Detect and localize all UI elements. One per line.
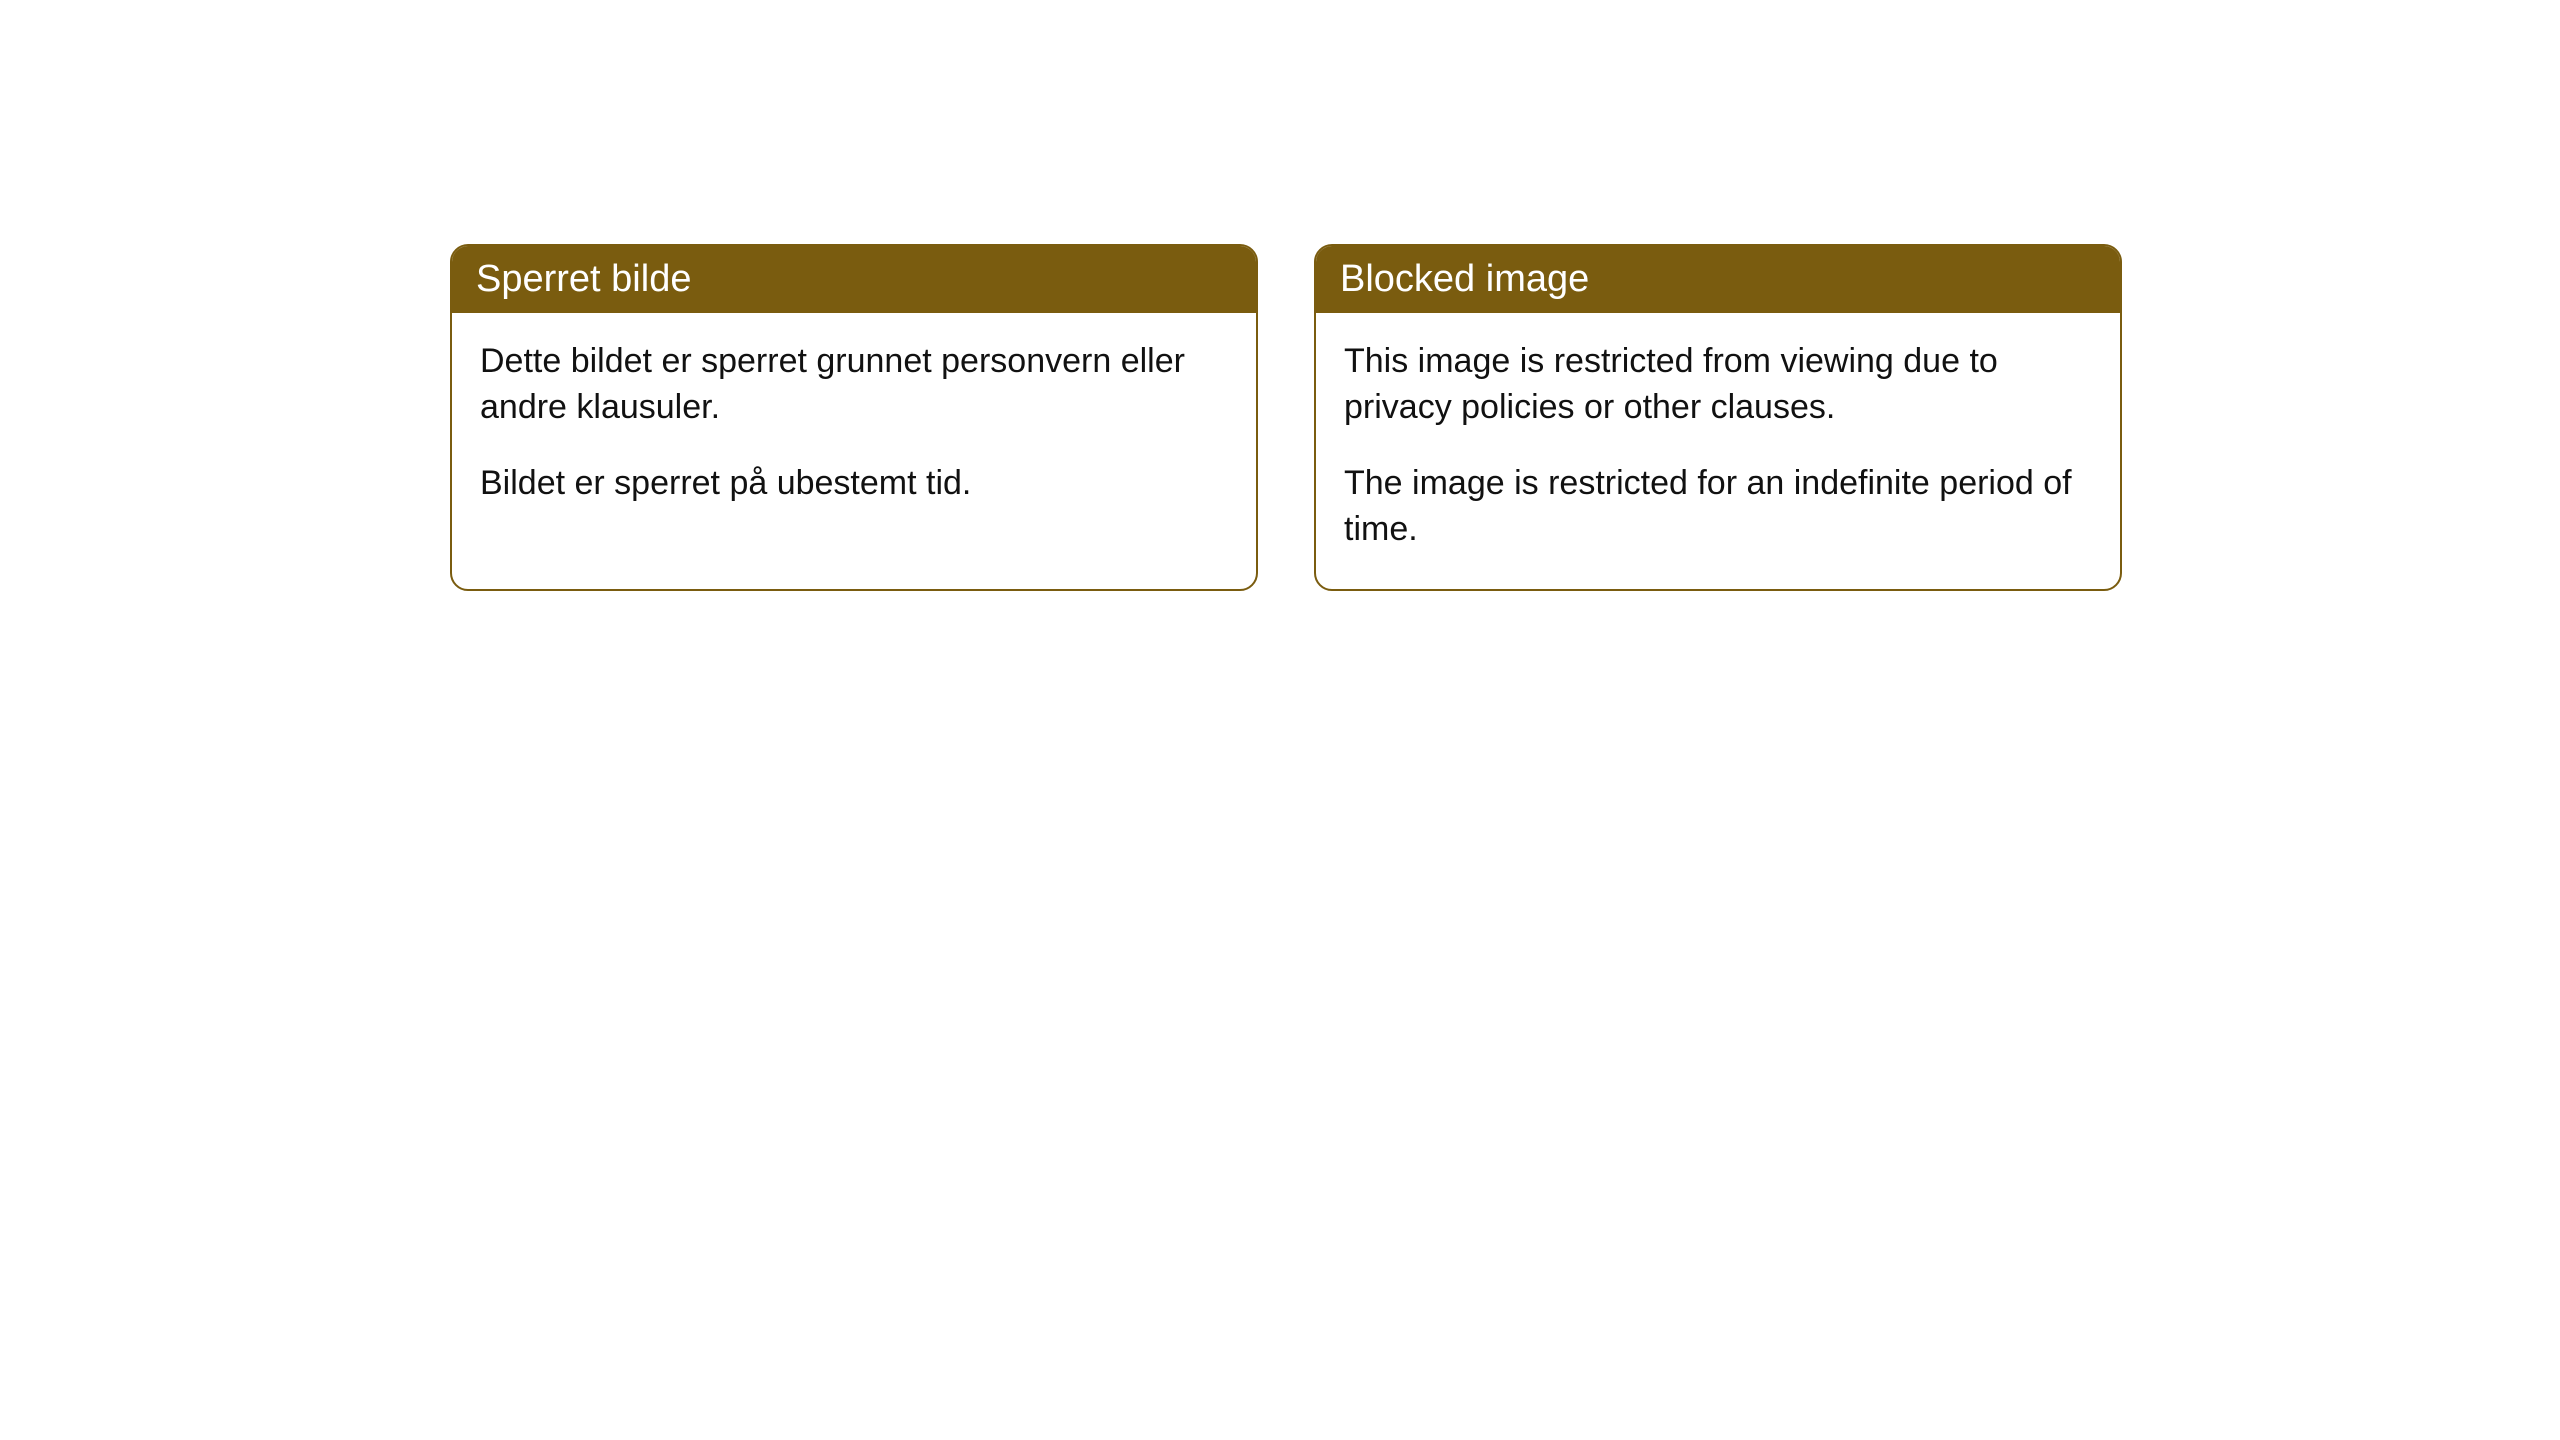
card-text-no-1: Dette bildet er sperret grunnet personve… <box>480 339 1228 431</box>
notice-cards-container: Sperret bilde Dette bildet er sperret gr… <box>450 244 2122 591</box>
card-text-en-2: The image is restricted for an indefinit… <box>1344 461 2092 553</box>
card-body-no: Dette bildet er sperret grunnet personve… <box>452 313 1256 543</box>
blocked-image-card-en: Blocked image This image is restricted f… <box>1314 244 2122 591</box>
blocked-image-card-no: Sperret bilde Dette bildet er sperret gr… <box>450 244 1258 591</box>
card-body-en: This image is restricted from viewing du… <box>1316 313 2120 589</box>
card-header-en: Blocked image <box>1316 246 2120 313</box>
card-text-no-2: Bildet er sperret på ubestemt tid. <box>480 461 1228 507</box>
card-text-en-1: This image is restricted from viewing du… <box>1344 339 2092 431</box>
card-header-no: Sperret bilde <box>452 246 1256 313</box>
